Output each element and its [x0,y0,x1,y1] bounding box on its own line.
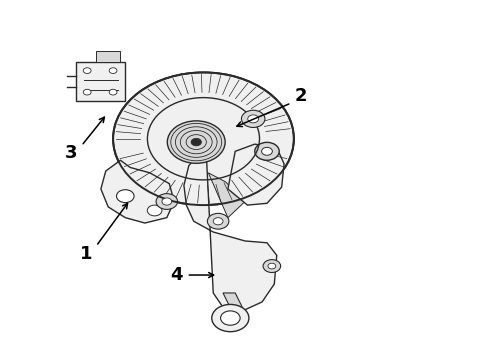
Circle shape [248,115,259,123]
Circle shape [147,205,162,216]
Text: 3: 3 [65,144,78,162]
Polygon shape [76,62,125,101]
Polygon shape [228,144,284,205]
Text: 1: 1 [80,244,93,262]
Circle shape [242,110,265,127]
Circle shape [113,72,294,205]
Circle shape [255,142,279,160]
Circle shape [207,213,229,229]
Circle shape [83,68,91,73]
Text: 2: 2 [295,87,307,105]
Circle shape [167,121,225,163]
Polygon shape [184,146,277,311]
Polygon shape [81,51,121,62]
Circle shape [162,198,172,205]
Circle shape [213,218,223,225]
Circle shape [220,311,240,325]
Circle shape [117,190,134,203]
Polygon shape [101,160,174,223]
Circle shape [263,260,281,273]
Text: 4: 4 [171,266,183,284]
Circle shape [212,305,249,332]
Polygon shape [208,173,245,218]
Circle shape [156,194,177,210]
Circle shape [262,147,272,155]
Circle shape [191,138,201,146]
Circle shape [268,263,276,269]
Polygon shape [223,293,245,313]
Circle shape [83,89,91,95]
Circle shape [109,68,117,73]
Circle shape [109,89,117,95]
